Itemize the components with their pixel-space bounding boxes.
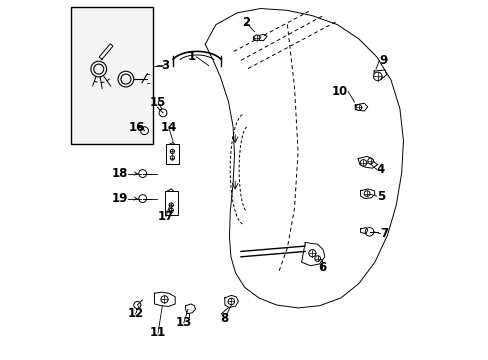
Bar <box>71 7 153 144</box>
Circle shape <box>314 256 320 261</box>
Circle shape <box>355 105 361 111</box>
Circle shape <box>170 149 174 154</box>
Circle shape <box>170 156 174 160</box>
Bar <box>165 144 179 164</box>
Text: 6: 6 <box>318 261 326 274</box>
Bar <box>164 191 178 215</box>
Text: 14: 14 <box>160 121 177 134</box>
Text: 18: 18 <box>112 167 128 180</box>
Text: 10: 10 <box>331 85 347 98</box>
Text: 15: 15 <box>149 96 166 109</box>
Circle shape <box>169 208 173 212</box>
Circle shape <box>308 249 315 257</box>
Text: 3: 3 <box>162 59 169 72</box>
Circle shape <box>367 158 373 164</box>
Text: 2: 2 <box>242 16 250 29</box>
Circle shape <box>364 191 369 197</box>
Text: 12: 12 <box>127 307 143 320</box>
Circle shape <box>161 296 168 303</box>
Text: 19: 19 <box>112 192 128 205</box>
Text: 9: 9 <box>379 54 387 67</box>
Text: 4: 4 <box>376 163 384 176</box>
Text: 8: 8 <box>220 312 228 325</box>
Circle shape <box>360 159 366 166</box>
Circle shape <box>169 203 173 207</box>
Text: 5: 5 <box>376 190 384 203</box>
Text: 17: 17 <box>158 210 174 223</box>
Circle shape <box>254 35 259 41</box>
Text: 11: 11 <box>150 327 166 339</box>
Text: 7: 7 <box>380 227 387 240</box>
Text: 13: 13 <box>175 316 191 329</box>
Text: 1: 1 <box>188 50 196 63</box>
Circle shape <box>373 72 381 81</box>
Circle shape <box>227 298 234 305</box>
Text: 16: 16 <box>129 121 145 134</box>
